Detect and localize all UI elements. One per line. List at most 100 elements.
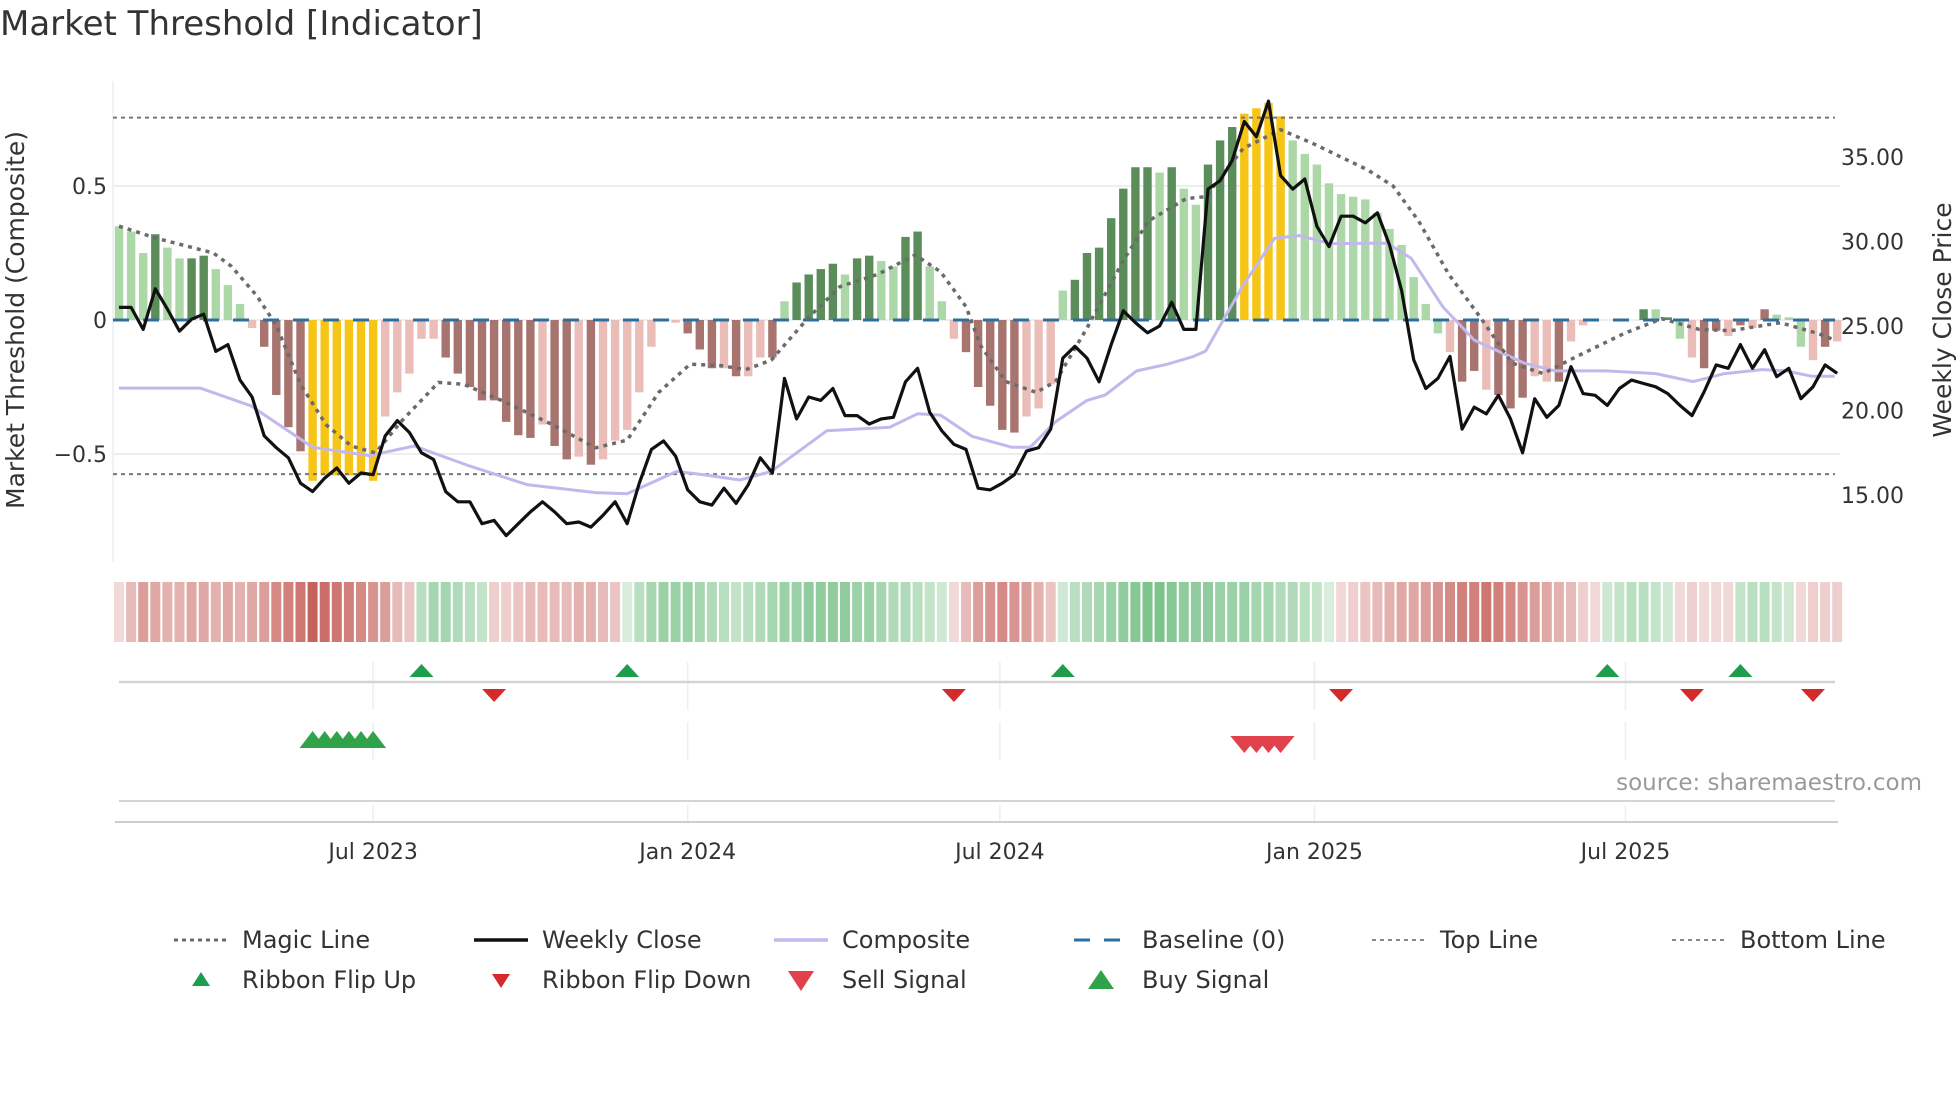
ribbon-cell [622,582,633,642]
ribbon-cell [380,582,391,642]
composite-bar [1324,183,1334,320]
composite-bar [986,320,995,406]
ribbon-cell [598,582,608,642]
composite-bar [671,320,680,323]
ribbon-cell [1699,582,1710,642]
composite-bar [1578,320,1588,326]
y2-tick-label: 35.00 [1841,146,1904,171]
ribbon-cell [900,582,911,642]
ribbon-flip-up-marker [1728,664,1753,677]
composite-bar [1566,320,1576,342]
composite-bar [1760,309,1769,320]
composite-bar [1155,172,1164,320]
composite-bar [1228,127,1237,320]
ribbon-cell [1820,582,1831,642]
ribbon-cell [1251,582,1262,642]
weekly-close-line [119,99,1839,538]
ribbon-flip-up-marker [1595,664,1620,677]
ribbon-cell [549,582,560,642]
ribbon-cell [706,582,717,642]
sell-signal-marker [1266,736,1295,753]
composite-bar [344,320,354,476]
composite-bar [489,320,499,401]
ribbon-cell [1045,582,1056,642]
composite-bar [1131,167,1140,320]
ribbon-cell [343,582,354,642]
ribbon-cell [1432,582,1443,642]
ribbon-cell [561,582,572,642]
ribbon-cell [1130,582,1141,642]
ribbon-cell [743,582,754,642]
ribbon-cell [235,582,245,642]
ribbon-cell [779,582,790,642]
ribbon-cell [1832,582,1843,642]
ribbon-cell [489,582,500,642]
ribbon-cell [1795,582,1806,642]
ribbon-cell [162,582,173,642]
ribbon-cell [888,582,899,642]
ribbon-cell [331,582,342,642]
composite-bar [381,320,390,417]
ribbon-cell [1578,582,1589,642]
composite-bar [1639,309,1648,320]
ribbon-cell [815,582,826,642]
composite-bar [1699,320,1709,369]
composite-bar [852,258,862,320]
composite-bar [320,320,329,476]
composite-bar [114,226,124,320]
composite-bar [223,285,233,320]
ribbon-cell [1529,582,1540,642]
composite-bar [163,247,172,320]
composite-bar [598,320,608,460]
ribbon-cell [1674,582,1685,642]
composite-bar [925,266,934,320]
y2-tick-label: 30.00 [1841,231,1904,256]
ribbon-cell [912,582,923,642]
composite-bar [526,320,535,438]
source-credit: source: sharemaestro.com [1616,770,1922,796]
ribbon-cell [1723,582,1734,642]
composite-bar [635,320,644,393]
composite-bar [1748,320,1757,329]
ribbon-cell [525,582,536,642]
x-tick-label: Jan 2025 [1264,840,1363,865]
ribbon-cell [174,582,185,642]
composite-bar [768,320,777,358]
ribbon-cell [1457,582,1468,642]
composite-bar [1240,113,1249,320]
composite-bar [1736,320,1745,326]
ribbon-cell [259,582,270,642]
ribbon-cell [961,582,971,642]
composite-bar [1518,320,1527,398]
composite-bar [1119,188,1128,320]
ribbon-cell [731,582,742,642]
ribbon-cell [803,582,814,642]
ribbon-cell [356,582,366,642]
composite-bar [187,258,196,320]
composite-bar [1542,320,1551,382]
composite-bar [744,320,753,377]
composite-bar [453,320,462,374]
x-tick-label: Jan 2024 [637,840,736,865]
composite-bar [1385,228,1394,320]
composite-bar [1361,199,1370,320]
ribbon-cell [755,582,766,642]
composite-bar [610,320,620,441]
x-tick-label: Jul 2023 [326,840,418,865]
ribbon-cell [1215,582,1226,642]
ribbon-cell [670,582,681,642]
y2-axis-title: Weekly Close Price [1928,202,1957,437]
ribbon-cell [1033,582,1044,642]
composite-bar [1445,320,1455,353]
ribbon-cell [1469,582,1480,642]
composite-bar [393,320,402,393]
composite-bar [139,253,148,320]
ribbon-flip-down-marker [1680,689,1704,702]
composite-bar [1349,196,1358,320]
composite-bar [792,282,801,320]
composite-bar [1663,317,1672,320]
y-tick-label: 0.5 [72,175,107,200]
composite-bar [1373,212,1382,320]
composite-bar [683,320,692,334]
ribbon-cell [1287,582,1298,642]
